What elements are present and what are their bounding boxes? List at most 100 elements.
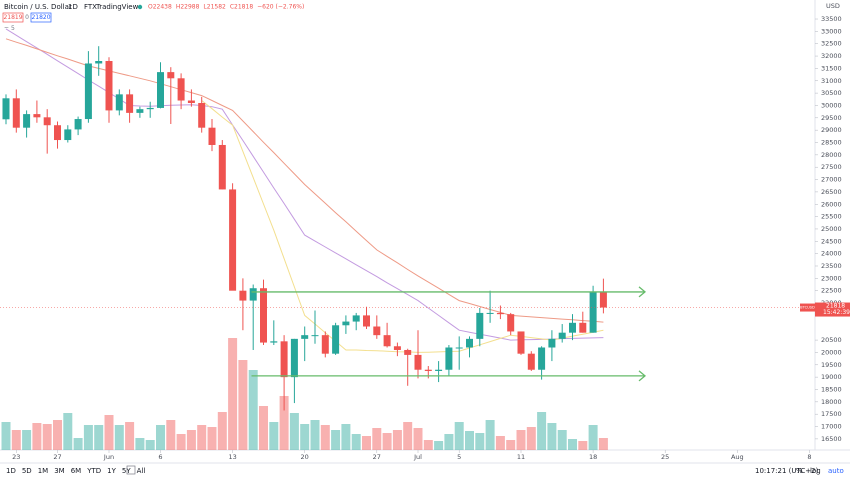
- volume-bar: [423, 440, 433, 450]
- volume-bar: [516, 430, 526, 450]
- symbol-tag-box: [800, 303, 815, 312]
- candle-body: [260, 288, 267, 343]
- volume-bar: [495, 436, 505, 450]
- range-button[interactable]: 5Y: [122, 467, 131, 475]
- y-tick-label: 32500: [821, 40, 842, 48]
- volume-bar: [259, 406, 268, 450]
- volume-bar: [11, 430, 21, 450]
- volume-bar: [506, 440, 516, 450]
- candle-body: [445, 347, 453, 370]
- x-tick-label: 25: [661, 453, 669, 461]
- candle-body: [218, 144, 226, 190]
- candle-body: [558, 332, 566, 339]
- candle-body: [321, 335, 329, 354]
- volume-bar: [63, 413, 73, 450]
- volume-bar: [207, 427, 217, 450]
- y-tick-label: 26500: [821, 188, 842, 196]
- price-tag: 21818: [826, 303, 845, 310]
- candle-body: [280, 341, 288, 378]
- percent-toggle[interactable]: %: [796, 467, 803, 475]
- symbol: Bitcoin / U.S. Dollar: [4, 3, 72, 11]
- candle-body: [373, 326, 381, 336]
- volume-bar: [104, 415, 114, 450]
- y-tick-label: 24000: [821, 250, 842, 258]
- plot: [0, 28, 815, 450]
- volume-bar: [289, 413, 299, 450]
- log-toggle[interactable]: log: [810, 467, 821, 475]
- bid-box[interactable]: [2, 12, 24, 23]
- x-tick-label: 20: [301, 453, 309, 461]
- volume-bar: [73, 438, 83, 450]
- candle-body: [146, 107, 154, 110]
- volume-bar: [372, 428, 382, 450]
- candle-body: [239, 290, 247, 301]
- auto-toggle[interactable]: auto: [828, 467, 844, 475]
- range-button[interactable]: YTD: [86, 467, 101, 475]
- y-tick-label: 17000: [821, 423, 842, 431]
- ohlc-value: H22988: [176, 4, 200, 11]
- candle-body: [435, 369, 443, 371]
- candle-body: [23, 114, 31, 128]
- x-tick-label: 13: [228, 453, 236, 461]
- volume-bar: [300, 424, 310, 450]
- y-tick-label: 23500: [821, 262, 842, 270]
- candle-body: [290, 338, 298, 378]
- y-tick-label: 29000: [821, 126, 842, 134]
- range-button[interactable]: 1M: [38, 467, 49, 475]
- x-tick-label: 27: [373, 453, 381, 461]
- countdown: 15:42:39: [823, 309, 850, 316]
- indicator-length: 5: [11, 25, 15, 32]
- candle-body: [208, 127, 216, 145]
- volume-bar: [485, 420, 495, 450]
- range-button[interactable]: 6M: [71, 467, 82, 475]
- volume-bar: [145, 440, 155, 450]
- range-button[interactable]: 1D: [6, 467, 16, 475]
- y-tick-label: 25500: [821, 213, 842, 221]
- range-button[interactable]: 5D: [22, 467, 32, 475]
- range-button[interactable]: 1Y: [107, 467, 116, 475]
- candle-body: [95, 61, 103, 64]
- y-tick-label: 33500: [821, 15, 842, 23]
- candle-body: [589, 292, 597, 333]
- volume-bar: [588, 425, 598, 450]
- clock: 10:17:21 (UTC+2): [755, 467, 819, 475]
- toolbar: 1D 5D 1M 3M 6M YTD 1Y 5Y All: [6, 467, 145, 475]
- y-tick-label: 18000: [821, 398, 842, 406]
- candle-body: [342, 321, 350, 326]
- volume-bar: [197, 425, 207, 450]
- interval: 1D: [68, 3, 78, 11]
- currency: USD: [826, 2, 840, 10]
- x-tick-label: 5: [457, 453, 461, 461]
- y-tick-label: 31000: [821, 77, 842, 85]
- y-tick-label: 27000: [821, 176, 842, 184]
- candle-body: [579, 322, 587, 333]
- volume-bar: [392, 430, 402, 450]
- candle-body: [507, 314, 515, 332]
- volume-bar: [475, 433, 485, 450]
- y-tick-label: 19500: [821, 361, 842, 369]
- volume-bar: [557, 430, 567, 450]
- calendar-icon[interactable]: [126, 465, 136, 475]
- candle-body: [383, 335, 391, 347]
- candle-body: [33, 114, 41, 118]
- candle-body: [476, 312, 484, 339]
- volume-bar: [568, 439, 577, 450]
- y-tick-label: 30000: [821, 101, 842, 109]
- x-tick-label: Jun: [103, 453, 114, 461]
- volume-bar: [434, 441, 444, 450]
- volume-bar: [135, 438, 145, 450]
- x-tick-label: Aug: [731, 453, 744, 461]
- range-button[interactable]: 3M: [54, 467, 65, 475]
- ask-box[interactable]: [30, 12, 52, 23]
- price-tag-box: [815, 302, 850, 317]
- volume-bar: [248, 370, 258, 450]
- volume-bar: [547, 423, 557, 450]
- candle-body: [496, 312, 504, 315]
- volume-bar: [156, 425, 165, 450]
- status-dot: [137, 4, 143, 10]
- candle-body: [538, 347, 546, 370]
- volume-bar: [186, 430, 196, 450]
- candle-body: [43, 117, 51, 126]
- range-button[interactable]: All: [137, 467, 146, 475]
